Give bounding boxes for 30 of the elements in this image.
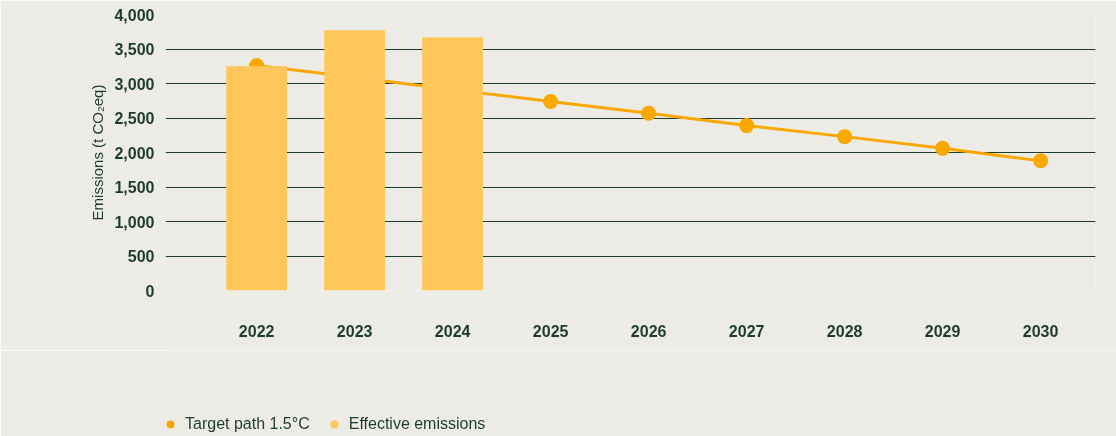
y-tick-label: 4,000 bbox=[114, 6, 155, 24]
bar bbox=[422, 37, 484, 291]
point bbox=[935, 140, 951, 156]
legend-label: Effective emissions bbox=[348, 415, 486, 433]
y-tick-label: 1,500 bbox=[114, 179, 155, 196]
y-tick-label: 500 bbox=[127, 248, 155, 265]
y-tick-label: 2,500 bbox=[114, 110, 155, 127]
x-tick-label: 2026 bbox=[630, 322, 667, 340]
y-tick-label: 3,500 bbox=[114, 41, 155, 58]
bar bbox=[226, 66, 288, 291]
bar bbox=[324, 30, 386, 291]
x-tick-label: 2022 bbox=[238, 322, 275, 340]
y-axis-title: Emissions (t CO₂eq) bbox=[89, 84, 107, 221]
point bbox=[1033, 153, 1049, 169]
point bbox=[739, 118, 755, 134]
y-tick-label: 3,000 bbox=[114, 75, 155, 93]
y-tick-label: 0 bbox=[145, 282, 155, 300]
y-tick-label: 1,000 bbox=[114, 213, 155, 231]
point bbox=[641, 105, 657, 121]
x-tick-label: 2027 bbox=[728, 322, 765, 340]
x-tick-label: 2025 bbox=[532, 322, 569, 340]
x-tick-label: 2024 bbox=[434, 322, 471, 340]
x-tick-label: 2030 bbox=[1022, 322, 1059, 340]
legend-label: Target path 1.5°C bbox=[185, 415, 310, 433]
y-tick-label: 2,000 bbox=[114, 144, 155, 162]
x-tick-label: 2029 bbox=[924, 322, 961, 340]
x-tick-label: 2023 bbox=[336, 322, 373, 340]
point bbox=[543, 93, 559, 109]
x-tick-label: 2028 bbox=[826, 322, 863, 340]
point bbox=[837, 129, 853, 145]
